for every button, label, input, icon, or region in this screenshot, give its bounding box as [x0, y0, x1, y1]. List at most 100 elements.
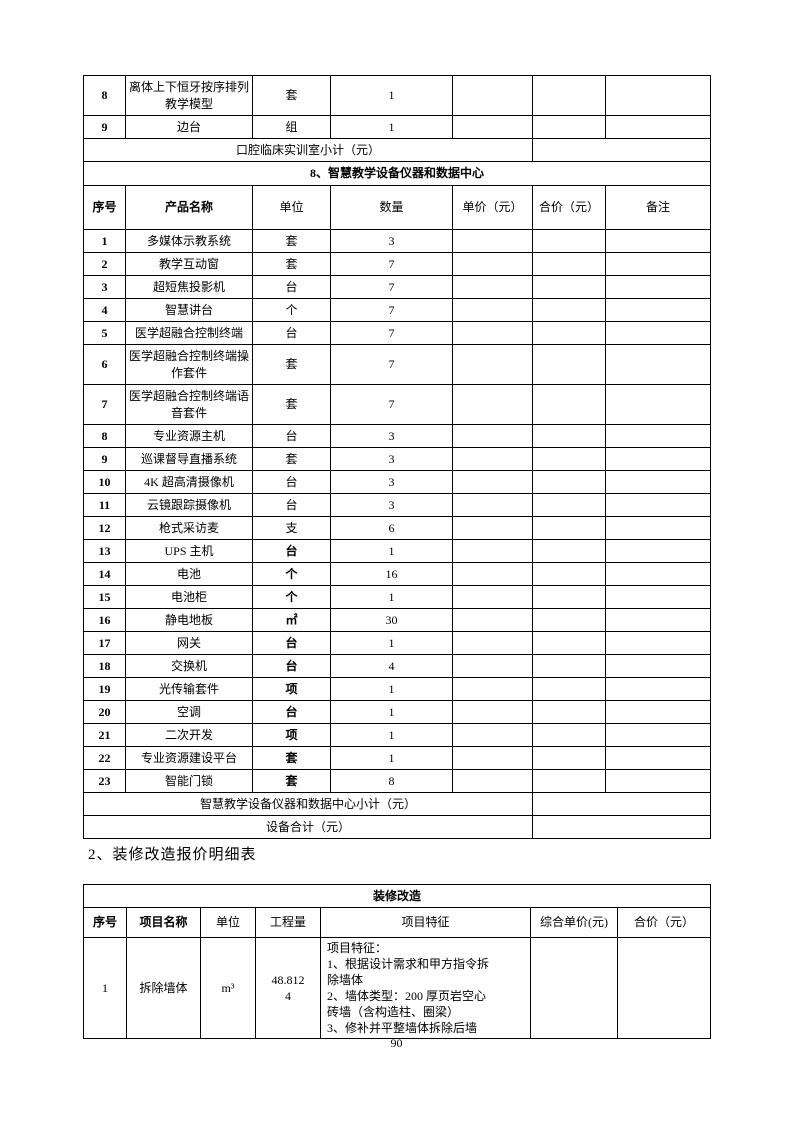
row-number: 15 [83, 585, 126, 609]
unit: 套 [252, 447, 331, 471]
quantity: 3 [330, 470, 453, 494]
unit: 项 [252, 677, 331, 701]
total-price-cell [532, 654, 606, 678]
unit-price-cell [452, 608, 533, 632]
unit-price-cell [452, 516, 533, 540]
quantity: 7 [330, 384, 453, 425]
equipment-table: 8 离体上下恒牙按序排列 教学模型套 1 9 边台组 1 口腔临床实训室小计（元） 8、智慧教… [83, 75, 711, 839]
unit: 台 [252, 275, 331, 299]
remark-cell [605, 516, 711, 540]
product-name: 专业资源主机 [125, 424, 253, 448]
remark-cell [605, 677, 711, 701]
total-price-cell [532, 723, 606, 747]
remark-cell [605, 723, 711, 747]
unit: 套 [252, 769, 331, 793]
unit-price-cell [452, 252, 533, 276]
column-header: 工程量 [255, 907, 321, 938]
column-header: 项目名称 [126, 907, 201, 938]
column-header: 备注 [605, 185, 711, 230]
unit: 套 [252, 229, 331, 253]
unit: 套 [252, 252, 331, 276]
total-price-cell [532, 384, 606, 425]
total-price-cell [532, 746, 606, 770]
unit: 套 [252, 75, 331, 116]
total-price-cell [616, 937, 712, 1039]
table-row: 13 UPS 主机台 1 [83, 539, 711, 563]
total-price-cell [532, 75, 606, 116]
table-row: 8 离体上下恒牙按序排列 教学模型套 1 [83, 75, 711, 116]
remark-cell [605, 654, 711, 678]
total-price-cell [532, 229, 606, 253]
column-header: 合价（元） [532, 185, 606, 230]
product-name: 智能门锁 [125, 769, 253, 793]
table-row: 20 空调台 1 [83, 700, 711, 724]
remark-cell [605, 298, 711, 322]
equipment-total-value-cell [532, 815, 711, 839]
unit-price-cell [452, 344, 533, 385]
unit-price-cell [452, 723, 533, 747]
table-row: 设备合计（元） [83, 815, 711, 839]
quantity: 1 [330, 631, 453, 655]
row-number: 20 [83, 700, 126, 724]
remark-cell [605, 252, 711, 276]
table-row: 21 二次开发项 1 [83, 723, 711, 747]
row-number: 9 [83, 447, 126, 471]
remark-cell [605, 75, 711, 116]
row-number: 14 [83, 562, 126, 586]
row-number: 13 [83, 539, 126, 563]
quantity: 6 [330, 516, 453, 540]
unit: ㎡ [252, 608, 331, 632]
quantity: 7 [330, 275, 453, 299]
unit: 项 [252, 723, 331, 747]
quantity: 3 [330, 229, 453, 253]
column-header: 数量 [330, 185, 453, 230]
item-features: 项目特征： 1、根据设计需求和甲方指令拆 除墙体 2、墙体类型：200 厚页岩空… [320, 937, 531, 1039]
table-row: 2 教学互动窗套 7 [83, 252, 711, 276]
unit: 台 [252, 539, 331, 563]
table-row: 15 电池柜个 1 [83, 585, 711, 609]
product-name: 医学超融合控制终端操 作套件 [125, 344, 253, 385]
unit-price-cell [452, 424, 533, 448]
table-row: 口腔临床实训室小计（元） [83, 138, 711, 162]
unit: 套 [252, 344, 331, 385]
row-number: 23 [83, 769, 126, 793]
product-name: 空调 [125, 700, 253, 724]
total-price-cell [532, 298, 606, 322]
product-name: 4K 超高清摄像机 [125, 470, 253, 494]
unit-price-cell [452, 585, 533, 609]
table-row: 11 云镜跟踪摄像机台 3 [83, 493, 711, 517]
row-number: 9 [83, 115, 126, 139]
unit-price-cell [452, 470, 533, 494]
unit: 个 [252, 585, 331, 609]
row-number: 11 [83, 493, 126, 517]
table-row: 4 智慧讲台个 7 [83, 298, 711, 322]
unit-price-cell [452, 631, 533, 655]
quantity: 7 [330, 252, 453, 276]
renovation-heading: 2、装修改造报价明细表 [88, 847, 257, 863]
table-row: 装修改造 [82, 884, 712, 908]
remark-cell [605, 539, 711, 563]
product-name: 多媒体示教系统 [125, 229, 253, 253]
table-row: 14 电池个 16 [83, 562, 711, 586]
unit-price-cell [452, 769, 533, 793]
total-price-cell [532, 470, 606, 494]
remark-cell [605, 746, 711, 770]
row-number: 2 [83, 252, 126, 276]
row-number: 3 [83, 275, 126, 299]
product-name: 交换机 [125, 654, 253, 678]
row-number: 1 [83, 229, 126, 253]
quantity: 1 [330, 746, 453, 770]
product-name: 云镜跟踪摄像机 [125, 493, 253, 517]
column-header: 单价（元） [452, 185, 533, 230]
unit: 台 [252, 631, 331, 655]
table-row: 8、智慧教学设备仪器和数据中心 [83, 161, 711, 186]
product-name: 边台 [125, 115, 253, 139]
total-price-cell [532, 677, 606, 701]
unit-price-cell [452, 654, 533, 678]
unit-price-cell [452, 229, 533, 253]
table-row: 8 专业资源主机台 3 [83, 424, 711, 448]
unit: 支 [252, 516, 331, 540]
quantity: 7 [330, 298, 453, 322]
table-row: 1 多媒体示教系统套 3 [83, 229, 711, 253]
